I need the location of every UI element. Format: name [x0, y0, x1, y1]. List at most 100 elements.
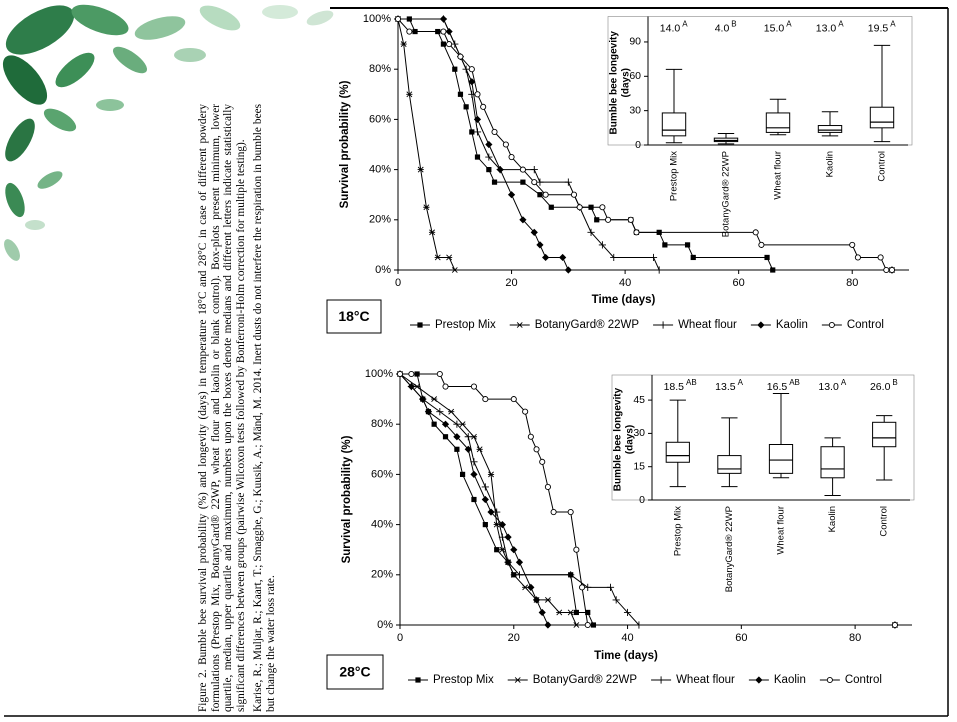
- box: [821, 447, 844, 478]
- marker: [537, 192, 542, 197]
- marker: [415, 677, 420, 682]
- significance-letter: AB: [789, 378, 800, 387]
- significance-letter: A: [838, 20, 844, 29]
- y-axis-title: Survival probability (%): [341, 435, 353, 563]
- median-annotation: 13.5: [715, 381, 736, 393]
- marker: [492, 129, 497, 134]
- inset-frame: [612, 375, 914, 500]
- median-annotation: 4.0: [715, 22, 730, 34]
- marker: [571, 192, 576, 197]
- marker: [829, 322, 834, 327]
- y-axis-title: Bumble bee longevity: [609, 31, 620, 135]
- x-tick-label: 0: [395, 277, 401, 289]
- x-tick-label: 40: [619, 277, 631, 289]
- legend-label: Kaolin: [774, 674, 806, 686]
- legend-label: Wheat flour: [676, 674, 735, 686]
- marker: [397, 371, 402, 376]
- marker: [574, 610, 579, 615]
- y-tick-label: 20%: [369, 214, 391, 226]
- box: [818, 126, 841, 133]
- legend-label: BotanyGard® 22WP: [533, 674, 638, 686]
- marker: [475, 154, 480, 159]
- marker: [884, 267, 889, 272]
- y-tick-label: 90: [629, 36, 641, 48]
- box: [662, 113, 685, 136]
- y-tick-label: 80%: [371, 418, 393, 430]
- significance-letter: B: [731, 20, 736, 29]
- category-label: BotanyGard® 22WP: [724, 506, 735, 592]
- marker: [662, 242, 667, 247]
- box: [718, 456, 741, 474]
- marker: [577, 205, 582, 210]
- x-tick-label: 80: [846, 277, 858, 289]
- category-label: Prestop Mix: [672, 506, 683, 556]
- category-label: Control: [879, 506, 890, 537]
- y-tick-label: 80%: [369, 63, 391, 75]
- marker: [494, 547, 499, 552]
- marker: [579, 585, 584, 590]
- legend-label: Control: [847, 319, 884, 331]
- legend-label: Prestop Mix: [435, 319, 496, 331]
- significance-letter: A: [841, 378, 847, 387]
- box: [766, 113, 789, 132]
- marker: [483, 397, 488, 402]
- caption-text: Figure 2. Bumble bee survival probabilit…: [197, 104, 247, 712]
- median-annotation: 14.0: [660, 22, 681, 34]
- marker: [889, 267, 894, 272]
- marker: [432, 422, 437, 427]
- marker: [503, 142, 508, 147]
- marker: [528, 434, 533, 439]
- y-tick-label: 0: [635, 139, 641, 151]
- x-tick-label: 60: [735, 632, 747, 644]
- marker: [634, 230, 639, 235]
- category-label: Wheat flour: [776, 506, 787, 555]
- y-tick-label: 40%: [369, 164, 391, 176]
- marker: [628, 217, 633, 222]
- marker: [441, 29, 446, 34]
- x-axis-title: Time (days): [592, 294, 656, 306]
- category-label: Prestop Mix: [669, 151, 680, 201]
- box: [873, 422, 896, 446]
- y-tick-label: 45: [633, 394, 645, 406]
- figure: 0%20%40%60%80%100%020406080Time (days)Su…: [0, 0, 957, 722]
- median-annotation: 16.5: [767, 381, 788, 393]
- x-tick-label: 0: [397, 632, 403, 644]
- marker: [407, 29, 412, 34]
- marker: [759, 242, 764, 247]
- marker: [458, 54, 463, 59]
- category-label: Kaolin: [827, 506, 838, 532]
- y-tick-label: 20%: [371, 569, 393, 581]
- marker: [460, 472, 465, 477]
- x-axis-title: Time (days): [594, 650, 658, 662]
- marker: [574, 547, 579, 552]
- category-label: Control: [877, 151, 888, 182]
- marker: [481, 104, 486, 109]
- marker: [685, 242, 690, 247]
- marker: [483, 522, 488, 527]
- legend-label: Prestop Mix: [433, 674, 494, 686]
- median-annotation: 13.0: [816, 22, 837, 34]
- significance-letter: A: [786, 20, 792, 29]
- box: [666, 442, 689, 462]
- marker: [892, 622, 897, 627]
- marker: [469, 67, 474, 72]
- inset-frame: [608, 17, 912, 146]
- y-tick-label: 100%: [365, 368, 393, 380]
- y-tick-label: 0%: [377, 619, 393, 631]
- marker: [523, 409, 528, 414]
- marker: [878, 255, 883, 260]
- y-axis-title: (days): [625, 425, 636, 454]
- marker: [395, 16, 400, 21]
- marker: [855, 255, 860, 260]
- marker: [850, 242, 855, 247]
- x-tick-label: 20: [508, 632, 520, 644]
- marker: [509, 154, 514, 159]
- y-tick-label: 30: [629, 104, 641, 116]
- marker: [549, 205, 554, 210]
- category-label: Wheat flour: [773, 151, 784, 200]
- legend-label: BotanyGard® 22WP: [535, 319, 640, 331]
- significance-letter: B: [892, 378, 897, 387]
- marker: [568, 509, 573, 514]
- marker: [520, 180, 525, 185]
- slide: 0%20%40%60%80%100%020406080Time (days)Su…: [0, 0, 957, 722]
